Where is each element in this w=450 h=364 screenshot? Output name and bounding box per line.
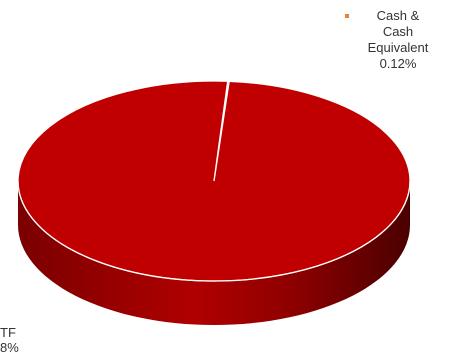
pie-top-faces xyxy=(17,80,411,282)
cash-data-label-line: Equivalent xyxy=(368,40,429,55)
pie-slice-2 xyxy=(17,80,411,282)
cash-data-label-line: Cash xyxy=(383,24,413,39)
etf-data-label-line: TF xyxy=(0,325,16,340)
cash-data-label-line: 0.12% xyxy=(380,56,417,71)
pie-side-wall xyxy=(18,181,410,325)
etf-data-label-line: 8% xyxy=(0,340,19,355)
pie-rim xyxy=(17,180,411,282)
cash-data-label-line: Cash & xyxy=(377,8,420,23)
legend-marker-cash xyxy=(345,14,349,18)
pie-side-walls xyxy=(18,181,410,325)
